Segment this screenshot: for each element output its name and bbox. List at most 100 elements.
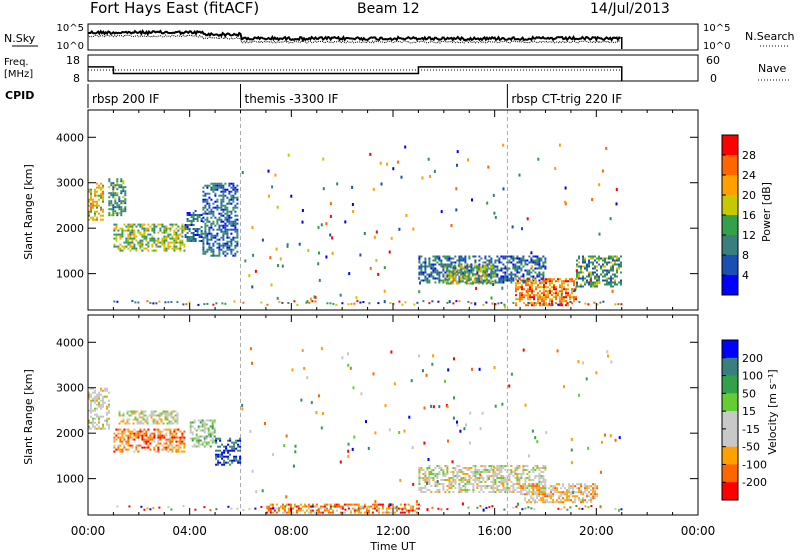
data-pixel — [146, 416, 149, 419]
colorbar-tick-label: -50 — [742, 441, 760, 454]
ground-pixel — [455, 300, 458, 303]
data-pixel — [580, 485, 583, 488]
data-pixel — [293, 503, 296, 506]
data-pixel — [188, 230, 191, 232]
data-pixel — [175, 428, 178, 431]
data-pixel — [451, 268, 454, 271]
data-pixel — [476, 281, 479, 284]
data-pixel — [540, 267, 543, 270]
scatter-pixel — [372, 187, 375, 191]
data-pixel — [506, 479, 509, 481]
data-pixel — [618, 263, 620, 266]
data-pixel — [125, 442, 128, 445]
data-pixel — [129, 245, 132, 248]
data-pixel — [442, 273, 445, 276]
data-pixel — [418, 469, 421, 471]
data-pixel — [217, 459, 220, 462]
scatter-pixel — [563, 385, 565, 389]
data-pixel — [123, 436, 126, 439]
data-pixel — [510, 261, 513, 264]
data-pixel — [604, 265, 606, 268]
scatter-pixel — [598, 183, 601, 187]
ground-pixel — [206, 302, 209, 305]
data-pixel — [232, 248, 235, 251]
data-pixel — [175, 235, 178, 238]
data-pixel — [88, 395, 90, 398]
data-pixel — [198, 236, 201, 238]
data-pixel — [552, 489, 555, 492]
data-pixel — [98, 397, 100, 400]
data-pixel — [520, 263, 523, 266]
data-pixel — [205, 443, 208, 446]
data-pixel — [128, 422, 131, 425]
data-pixel — [387, 511, 390, 514]
data-pixel — [124, 202, 127, 205]
data-pixel — [580, 489, 583, 492]
data-pixel — [612, 277, 614, 280]
data-pixel — [206, 248, 209, 251]
data-pixel — [230, 222, 233, 225]
data-pixel — [214, 182, 217, 185]
data-pixel — [459, 280, 462, 283]
data-pixel — [488, 261, 491, 264]
data-pixel — [576, 271, 578, 274]
data-pixel — [498, 277, 501, 280]
data-pixel — [172, 422, 175, 425]
data-pixel — [175, 231, 178, 234]
data-pixel — [159, 442, 162, 445]
data-pixel — [582, 491, 585, 494]
data-pixel — [559, 304, 561, 307]
ground-pixel — [155, 302, 158, 305]
data-pixel — [195, 435, 198, 438]
data-pixel — [594, 285, 596, 288]
data-pixel — [174, 420, 177, 423]
data-pixel — [224, 242, 227, 245]
data-pixel — [222, 246, 225, 249]
data-pixel — [546, 495, 549, 498]
data-pixel — [204, 252, 207, 255]
data-pixel — [117, 446, 120, 449]
scatter-pixel — [419, 281, 421, 285]
scatter-pixel — [306, 300, 309, 304]
data-pixel — [515, 278, 517, 281]
data-pixel — [532, 261, 535, 264]
data-pixel — [195, 445, 198, 448]
data-pixel — [213, 427, 216, 430]
data-pixel — [157, 245, 160, 248]
data-pixel — [88, 419, 90, 422]
data-pixel — [98, 184, 100, 187]
data-pixel — [602, 257, 604, 260]
data-pixel — [477, 274, 480, 277]
data-pixel — [228, 202, 231, 205]
data-pixel — [170, 420, 173, 423]
data-pixel — [188, 228, 191, 230]
data-pixel — [209, 431, 212, 434]
data-pixel — [138, 414, 141, 417]
data-pixel — [524, 259, 527, 262]
colorbar-tick-label: 15 — [742, 405, 756, 418]
scatter-pixel — [456, 423, 459, 427]
data-pixel — [557, 280, 559, 283]
data-pixel — [530, 497, 533, 500]
data-pixel — [491, 274, 494, 277]
data-pixel — [426, 489, 429, 491]
data-pixel — [562, 501, 565, 504]
scatter-pixel — [471, 198, 473, 202]
scatter-pixel — [287, 153, 290, 157]
data-pixel — [580, 277, 582, 280]
noise-panel-frame — [87, 23, 699, 51]
data-pixel — [234, 196, 237, 199]
data-pixel — [434, 473, 437, 475]
scatter-pixel — [526, 217, 529, 221]
data-pixel — [535, 302, 537, 305]
data-pixel — [381, 503, 384, 506]
data-pixel — [502, 465, 505, 467]
data-pixel — [325, 509, 328, 512]
data-pixel — [155, 428, 158, 431]
data-pixel — [117, 428, 120, 431]
data-pixel — [476, 477, 479, 479]
data-pixel — [424, 479, 427, 481]
data-pixel — [193, 445, 196, 448]
data-pixel — [96, 395, 98, 398]
data-pixel — [215, 441, 218, 444]
